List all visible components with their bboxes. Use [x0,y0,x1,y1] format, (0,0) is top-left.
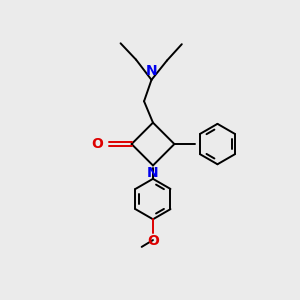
Text: N: N [146,64,157,78]
Text: N: N [147,166,159,180]
Text: O: O [147,234,159,248]
Text: O: O [92,137,103,151]
